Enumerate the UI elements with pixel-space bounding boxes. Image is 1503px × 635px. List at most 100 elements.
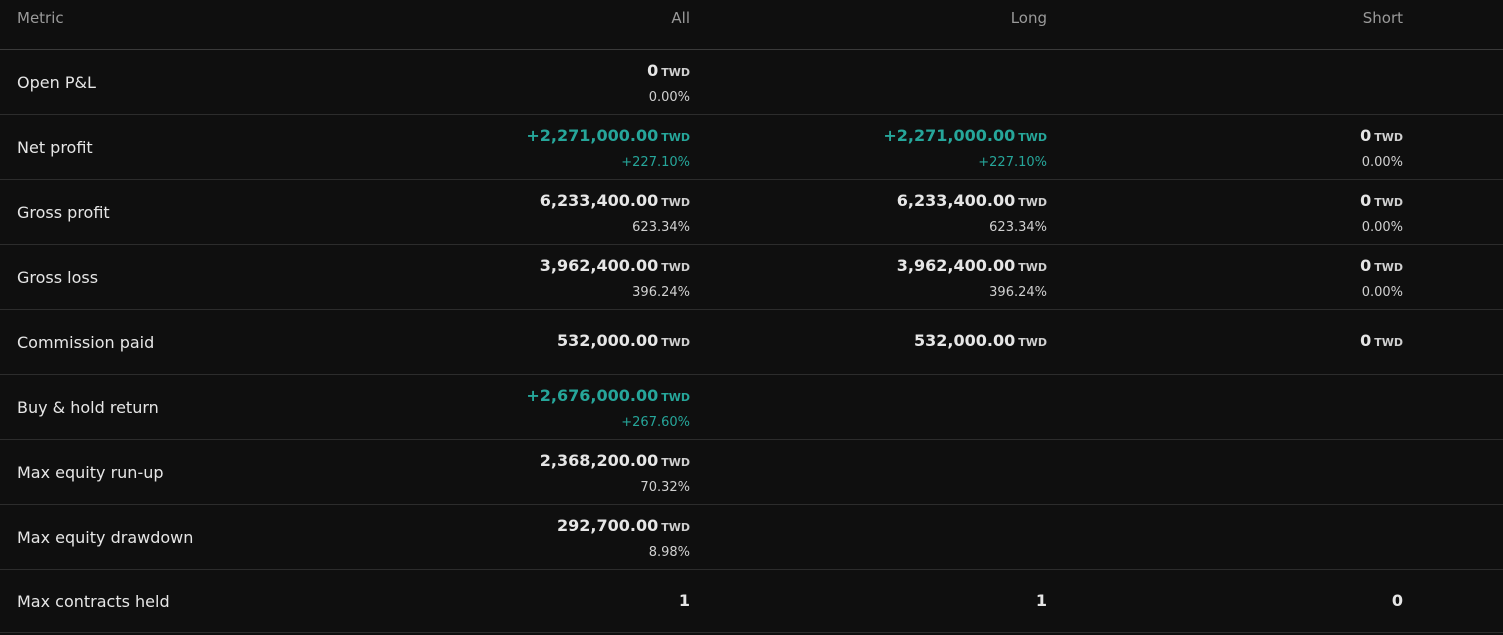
cell-short: 0 TWD <box>1047 310 1403 374</box>
value-number: 1 <box>678 591 690 610</box>
cell-short: 0 TWD 0.00% <box>1047 245 1403 309</box>
column-header-metric[interactable]: Metric <box>17 9 64 27</box>
currency-unit: TWD <box>1374 336 1403 349</box>
metric-label: Max equity run-up <box>17 462 164 482</box>
currency-unit: TWD <box>661 456 690 469</box>
cell-value: +2,271,000.00 TWD <box>526 126 690 148</box>
percent-value: +227.10% <box>978 155 1047 170</box>
metric-label: Gross profit <box>17 202 110 222</box>
cell-value: 3,962,400.00 TWD <box>897 256 1047 278</box>
percent-value: 0.00% <box>1361 155 1403 170</box>
value-number: 0 <box>1391 591 1403 610</box>
currency-unit: TWD <box>1374 196 1403 209</box>
value-number: 532,000.00 <box>914 331 1016 350</box>
percent-value: 623.34% <box>989 220 1047 235</box>
cell-value: 3,962,400.00 TWD <box>540 256 690 278</box>
cell-value: 6,233,400.00 TWD <box>897 191 1047 213</box>
table-row: Max equity run-up 2,368,200.00 TWD 70.32% <box>0 440 1503 505</box>
value-number: 0 <box>1360 126 1372 145</box>
percent-value: 396.24% <box>989 285 1047 300</box>
cell-short: 0 TWD 0.00% <box>1047 115 1403 179</box>
table-header: Metric All Long Short <box>0 0 1503 50</box>
cell-short <box>1047 440 1403 504</box>
currency-unit: TWD <box>661 391 690 404</box>
currency-unit: TWD <box>661 196 690 209</box>
table-row: Open P&L 0 TWD 0.00% <box>0 50 1503 115</box>
value-number: 1 <box>1035 591 1047 610</box>
currency-unit: TWD <box>661 261 690 274</box>
metric-label: Gross loss <box>17 267 99 287</box>
cell-value: 1 <box>679 591 690 611</box>
metric-label: Max contracts held <box>17 591 170 611</box>
cell-value: 0 TWD <box>1360 191 1403 213</box>
currency-unit: TWD <box>1018 196 1047 209</box>
cell-value: 292,700.00 TWD <box>557 516 690 538</box>
cell-long <box>690 375 1047 439</box>
currency-unit: TWD <box>1374 131 1403 144</box>
currency-unit: TWD <box>661 66 690 79</box>
cell-long: +2,271,000.00 TWD +227.10% <box>690 115 1047 179</box>
column-header-long[interactable]: Long <box>1010 9 1047 27</box>
currency-unit: TWD <box>1018 261 1047 274</box>
value-number: 0 <box>1360 256 1372 275</box>
metric-label: Open P&L <box>17 72 96 92</box>
table-row: Gross profit 6,233,400.00 TWD 623.34% 6,233,… <box>0 180 1503 245</box>
cell-value: 0 TWD <box>1360 126 1403 148</box>
table-row: Gross loss 3,962,400.00 TWD 396.24% 3,962,40… <box>0 245 1503 310</box>
cell-value: 1 <box>1036 591 1047 611</box>
cell-value: 532,000.00 TWD <box>914 331 1047 353</box>
value-number: 6,233,400.00 <box>539 191 659 210</box>
cell-all: +2,676,000.00 TWD +267.60% <box>526 375 690 439</box>
cell-value: 532,000.00 TWD <box>557 331 690 353</box>
cell-all: +2,271,000.00 TWD +227.10% <box>526 115 690 179</box>
value-number: 2,368,200.00 <box>539 451 659 470</box>
cell-all: 6,233,400.00 TWD 623.34% <box>540 180 690 244</box>
cell-all: 3,962,400.00 TWD 396.24% <box>540 245 690 309</box>
metric-label: Max equity drawdown <box>17 527 194 547</box>
currency-unit: TWD <box>661 521 690 534</box>
percent-value: +267.60% <box>621 415 690 430</box>
table-row: Net profit +2,271,000.00 TWD +227.10% +2,271… <box>0 115 1503 180</box>
value-number: 3,962,400.00 <box>896 256 1016 275</box>
cell-value: 0 TWD <box>1360 256 1403 278</box>
cell-long: 532,000.00 TWD <box>690 310 1047 374</box>
table-row: Commission paid 532,000.00 TWD 532,000.00 TW… <box>0 310 1503 375</box>
column-header-all[interactable]: All <box>671 9 690 27</box>
metric-label: Net profit <box>17 137 93 157</box>
percent-value: +227.10% <box>621 155 690 170</box>
cell-all: 2,368,200.00 TWD 70.32% <box>540 440 690 504</box>
cell-short: 0 TWD 0.00% <box>1047 180 1403 244</box>
table-row: Max contracts held 1 1 0 <box>0 570 1503 633</box>
percent-value: 8.98% <box>648 545 690 560</box>
value-number: 0 <box>647 61 659 80</box>
cell-long <box>690 50 1047 114</box>
cell-value: 6,233,400.00 TWD <box>540 191 690 213</box>
percent-value: 396.24% <box>632 285 690 300</box>
value-number: 6,233,400.00 <box>896 191 1016 210</box>
column-header-short[interactable]: Short <box>1362 9 1403 27</box>
cell-value: +2,676,000.00 TWD <box>526 386 690 408</box>
currency-unit: TWD <box>661 131 690 144</box>
percent-value: 70.32% <box>640 480 690 495</box>
value-number: 0 <box>1360 191 1372 210</box>
cell-value: 0 TWD <box>647 61 690 83</box>
value-number: +2,676,000.00 <box>526 386 659 405</box>
cell-long: 1 <box>690 570 1047 632</box>
cell-short <box>1047 50 1403 114</box>
cell-long: 3,962,400.00 TWD 396.24% <box>690 245 1047 309</box>
value-number: +2,271,000.00 <box>883 126 1016 145</box>
cell-value: 0 TWD <box>1360 331 1403 353</box>
cell-long: 6,233,400.00 TWD 623.34% <box>690 180 1047 244</box>
percent-value: 0.00% <box>648 90 690 105</box>
currency-unit: TWD <box>1374 261 1403 274</box>
cell-long <box>690 440 1047 504</box>
cell-value: 2,368,200.00 TWD <box>540 451 690 473</box>
cell-all: 532,000.00 TWD <box>557 310 690 374</box>
cell-long <box>690 505 1047 569</box>
value-number: +2,271,000.00 <box>526 126 659 145</box>
value-number: 3,962,400.00 <box>539 256 659 275</box>
currency-unit: TWD <box>1018 131 1047 144</box>
cell-all: 1 <box>590 570 690 632</box>
value-number: 0 <box>1360 331 1372 350</box>
percent-value: 623.34% <box>632 220 690 235</box>
